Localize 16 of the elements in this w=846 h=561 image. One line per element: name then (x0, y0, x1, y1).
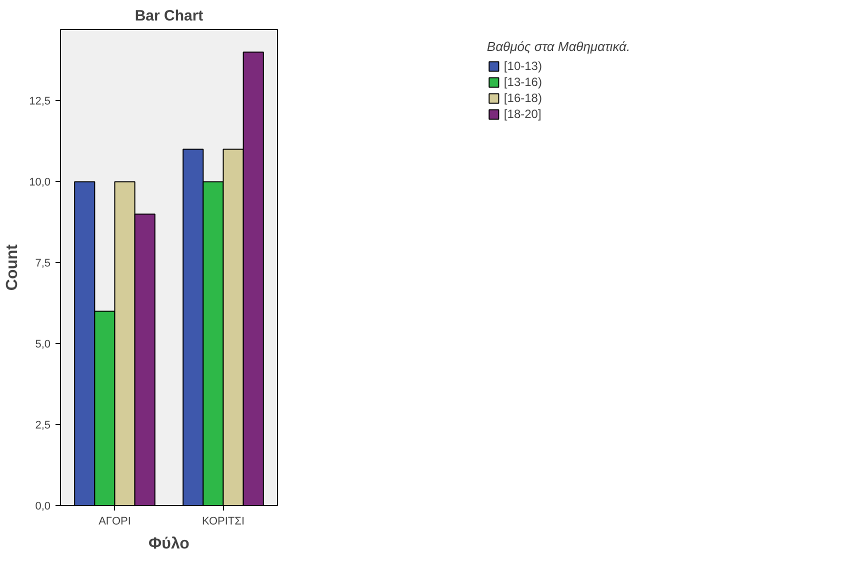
legend-label: [13-16) (504, 75, 542, 89)
legend-label: [16-18) (504, 91, 542, 105)
y-axis-title: Count (4, 244, 22, 291)
x-axis-title: Φύλο (148, 536, 190, 552)
legend-title: Βαθμός στα Μαθηματικά. (486, 39, 630, 54)
legend-label: [10-13) (504, 59, 542, 73)
x-tick-label: ΚΟΡΙΤΣΙ (202, 516, 245, 528)
y-tick-label: 10,0 (29, 176, 51, 189)
chart-title: Bar Chart (134, 8, 204, 24)
y-tick-label: 0,0 (35, 500, 51, 512)
y-tick-label: 12,5 (29, 96, 51, 108)
y-tick-label: 7,5 (35, 258, 51, 270)
legend-label: [18-20] (504, 107, 542, 121)
y-tick-label: 5,0 (35, 338, 51, 351)
y-tick-label: 2,5 (35, 420, 51, 432)
x-tick-label: ΑΓΟΡΙ (98, 516, 131, 528)
